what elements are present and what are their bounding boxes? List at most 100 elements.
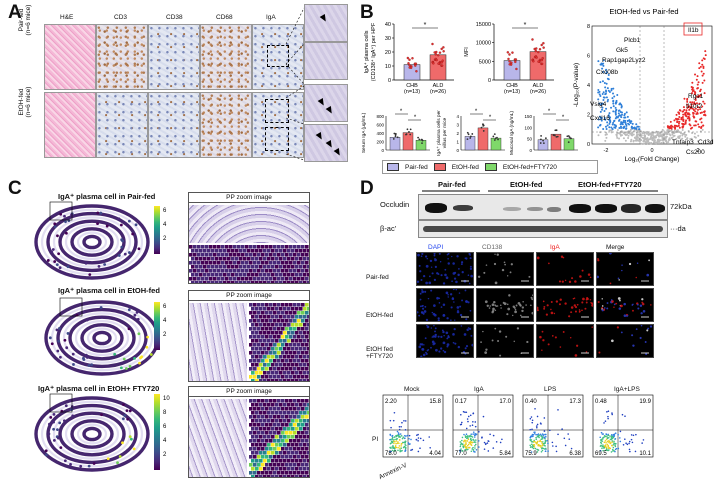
- flow-event: [465, 427, 468, 430]
- if-dot: [421, 290, 424, 294]
- hex-cell: [273, 471, 277, 475]
- flow-event: [473, 450, 475, 453]
- hex-cell: [273, 455, 277, 459]
- hex-cell: [257, 463, 261, 467]
- data-point: [682, 125, 685, 128]
- hex-cell: [253, 269, 257, 273]
- flow-event: [605, 441, 607, 444]
- hex-cell: [229, 261, 233, 265]
- hex-cell: [255, 403, 259, 407]
- y-tick-label: 5000: [479, 59, 491, 65]
- hex-cell: [293, 335, 297, 339]
- flow-event: [532, 435, 534, 437]
- hex-cell: [245, 261, 249, 265]
- flow-event: [404, 443, 406, 445]
- data-point: [434, 53, 437, 56]
- hex-cell: [239, 281, 243, 283]
- y-tick-label: 0: [456, 148, 459, 153]
- hex-cell: [267, 371, 271, 375]
- hex-cell: [271, 315, 275, 319]
- hex-cell: [273, 463, 277, 467]
- if-row-fty720: EtOH fed +FTY720: [366, 346, 393, 360]
- hex-cell: [301, 463, 305, 467]
- if-dot: [446, 253, 449, 256]
- if-col-iga: IgA: [550, 244, 560, 251]
- hex-cell: [295, 257, 299, 261]
- hex-cell: [221, 277, 225, 281]
- flow-event: [544, 450, 547, 453]
- data-point: [605, 136, 608, 139]
- hex-cell: [257, 407, 261, 411]
- data-point: [600, 119, 603, 122]
- hex-cell: [259, 363, 263, 367]
- gene-label: Vsig4: [590, 101, 607, 108]
- data-point: [662, 134, 665, 137]
- flow-event: [475, 448, 478, 451]
- data-point: [607, 114, 610, 117]
- quadrant-value: 69.5: [595, 451, 607, 457]
- flow-event: [398, 442, 400, 445]
- hex-cell: [249, 463, 253, 467]
- data-point: [615, 108, 618, 111]
- data-point: [640, 142, 643, 145]
- data-point: [432, 62, 435, 65]
- flow-event: [400, 445, 402, 447]
- flow-event: [489, 433, 491, 436]
- data-point: [688, 108, 691, 111]
- hex-cell: [231, 265, 235, 269]
- hex-cell: [241, 261, 245, 265]
- hex-cell: [303, 281, 307, 283]
- legend-swatch-pairfed: [387, 163, 399, 171]
- if-dot: [506, 313, 509, 316]
- flow-event: [461, 436, 464, 439]
- data-point: [638, 140, 641, 143]
- if-dot: [453, 301, 455, 303]
- data-point: [406, 56, 410, 60]
- tissue-ring: [70, 419, 114, 449]
- gene-label: Rap1gap2: [602, 57, 632, 64]
- flow-event: [416, 434, 418, 436]
- data-point: [620, 116, 623, 119]
- flow-event: [529, 438, 531, 441]
- hex-cell: [247, 257, 251, 261]
- y-tick-label: 15000: [476, 22, 491, 28]
- colorbar-bar: [154, 302, 160, 350]
- data-point: [670, 129, 673, 132]
- flow-event: [466, 444, 469, 447]
- hex-cell: [293, 303, 297, 307]
- zoom-panel-title: PP zoom image: [189, 193, 309, 203]
- hex-cell: [221, 261, 225, 265]
- data-point: [598, 102, 601, 105]
- data-point: [656, 132, 659, 135]
- flow-event: [397, 446, 399, 449]
- data-point: [603, 109, 606, 112]
- spatial-title: IgA⁺ plasma cell in EtOH-fed: [58, 286, 160, 295]
- data-point: [654, 131, 657, 134]
- spot: [46, 259, 50, 262]
- spot: [96, 222, 99, 226]
- data-point: [639, 130, 642, 133]
- flow-event: [535, 438, 538, 441]
- hex-cell: [259, 265, 263, 269]
- hex-cell: [289, 335, 293, 339]
- data-point: [613, 119, 616, 122]
- data-point: [514, 58, 518, 61]
- hex-cell: [261, 261, 265, 265]
- hex-cell: [301, 253, 305, 257]
- data-point: [598, 124, 601, 127]
- hex-cell: [295, 451, 299, 455]
- hex-cell: [307, 347, 309, 351]
- flow-event: [404, 420, 407, 422]
- data-point: [625, 124, 628, 127]
- hex-cell: [269, 471, 273, 475]
- if-dot: [539, 335, 542, 339]
- data-point: [611, 97, 614, 100]
- if-dot: [456, 310, 460, 314]
- hex-cell: [253, 245, 257, 249]
- hex-cell: [259, 249, 263, 253]
- hex-cell: [267, 347, 271, 351]
- if-dot: [452, 333, 455, 336]
- data-point: [531, 38, 534, 41]
- hex-cell: [291, 443, 295, 447]
- flow-event: [396, 442, 399, 445]
